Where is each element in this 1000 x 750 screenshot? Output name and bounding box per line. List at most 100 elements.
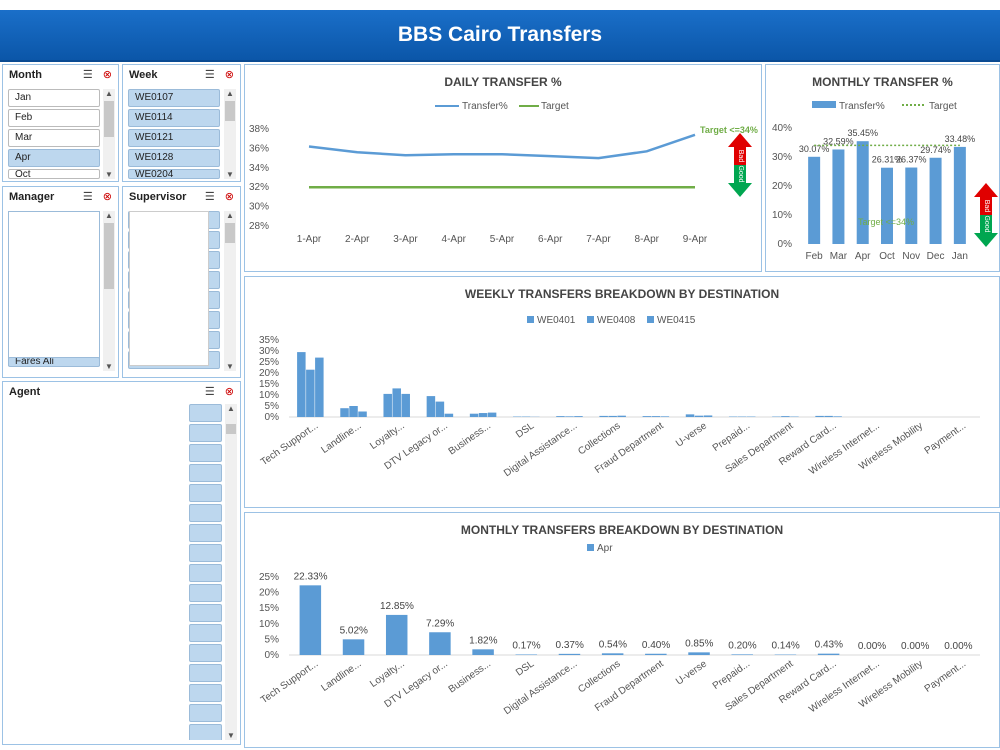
target-annotation: Target <=34%: [858, 217, 914, 227]
week-item[interactable]: WE0121: [128, 129, 220, 147]
clear-filter-icon[interactable]: ⊗: [102, 69, 112, 81]
multi-select-icon[interactable]: ☰: [204, 191, 215, 203]
multi-select-icon[interactable]: ☰: [82, 191, 93, 203]
monthly-bar: [832, 149, 845, 244]
manager-list[interactable]: [8, 211, 100, 366]
multi-select-icon[interactable]: ☰: [82, 69, 93, 81]
monthly-chart-svg: 0% 10% 20% 30% 40% Transfer% Target 30.07% Feb 32…: [772, 101, 998, 262]
breakdown-bar: [297, 352, 306, 417]
x-tick-label: Dec: [927, 251, 945, 262]
y-tick-label: 5%: [265, 401, 280, 412]
agent-item[interactable]: [189, 464, 222, 482]
breakdown-bar: [472, 649, 494, 655]
week-item[interactable]: WE0107: [128, 89, 220, 107]
y-tick-label: 10%: [259, 619, 279, 630]
x-tick-label: 5-Apr: [490, 234, 515, 245]
agent-item[interactable]: [189, 524, 222, 542]
month-item-mar[interactable]: Mar: [8, 129, 100, 147]
month-item-oct[interactable]: Oct: [8, 169, 100, 179]
agent-item[interactable]: [189, 504, 222, 522]
x-tick-label: Wireless Internet...: [807, 658, 882, 715]
x-tick-label: 3-Apr: [393, 234, 418, 245]
clear-filter-icon[interactable]: ⊗: [102, 191, 112, 203]
agent-item[interactable]: [189, 584, 222, 602]
breakdown-bar: [608, 415, 617, 417]
breakdown-bar: [392, 388, 401, 417]
agent-item[interactable]: [189, 704, 222, 722]
agent-item[interactable]: [189, 544, 222, 562]
manager-scrollbar[interactable]: ▲ ▼: [103, 211, 115, 371]
monthly-bar: [929, 157, 942, 244]
breakdown-bar: [385, 614, 408, 655]
agent-list[interactable]: [8, 404, 223, 740]
agent-item[interactable]: [189, 664, 222, 682]
week-item[interactable]: WE0128: [128, 149, 220, 167]
breakdown-bar: [401, 393, 410, 417]
agent-item[interactable]: [189, 644, 222, 662]
monthly-breakdown-svg: 0% 5% 10% 15% 20% 25% Apr 22.33% Tech Support...…: [259, 543, 980, 717]
breakdown-bar: [645, 653, 667, 655]
y-tick-label: 32%: [249, 182, 269, 193]
x-tick-label: 4-Apr: [442, 234, 467, 245]
daily-chart-svg: 28% 30% 32% 34% 36% 38% 1-Apr 2-Apr 3-Apr 4-Apr 5-…: [249, 101, 758, 245]
week-item[interactable]: WE0114: [128, 109, 220, 127]
y-tick-label: 36%: [249, 143, 269, 154]
agent-item[interactable]: [189, 624, 222, 642]
breakdown-bar: [565, 416, 574, 417]
manager-item[interactable]: Fares Ali: [8, 357, 100, 367]
monthly-bar: [808, 156, 821, 244]
agent-item[interactable]: [189, 564, 222, 582]
week-scrollbar[interactable]: ▲ ▼: [224, 89, 236, 179]
y-tick-label: 0%: [265, 412, 280, 423]
breakdown-bar: [349, 406, 358, 417]
agent-item[interactable]: [189, 684, 222, 702]
y-tick-label: 20%: [259, 368, 279, 379]
y-tick-label: 10%: [259, 390, 279, 401]
multi-select-icon[interactable]: ☰: [204, 386, 215, 398]
breakdown-bar: [444, 413, 454, 417]
bad-arrow-head-icon: [974, 183, 998, 197]
legend-transfer-label: Transfer%: [839, 101, 885, 112]
month-item-jan[interactable]: Jan: [8, 89, 100, 107]
legend-swatch: [647, 316, 654, 323]
agent-slicer-title: Agent: [9, 386, 41, 398]
x-tick-label: Tech Support...: [259, 420, 320, 468]
y-tick-label: 15%: [259, 379, 279, 390]
clear-filter-icon[interactable]: ⊗: [224, 69, 234, 81]
month-item-apr[interactable]: Apr: [8, 149, 100, 167]
multi-select-icon[interactable]: ☰: [204, 69, 215, 81]
month-item-feb[interactable]: Feb: [8, 109, 100, 127]
x-tick-label: Business...: [447, 420, 493, 457]
y-tick-label: 30%: [772, 152, 792, 163]
agent-item[interactable]: [189, 484, 222, 502]
bar-data-label: 0.17%: [512, 640, 540, 651]
x-tick-label: 1-Apr: [297, 234, 322, 245]
x-tick-label: Payment...: [923, 420, 968, 456]
week-item[interactable]: WE0204: [128, 169, 220, 179]
month-scrollbar[interactable]: ▲ ▼: [103, 89, 115, 179]
monthly-chart-title: MONTHLY TRANSFER %: [812, 75, 953, 89]
bar-data-label: 1.82%: [469, 635, 497, 646]
agent-item[interactable]: [189, 404, 222, 422]
supervisor-scrollbar[interactable]: ▲ ▼: [224, 211, 236, 371]
breakdown-bar: [487, 412, 497, 417]
agent-item[interactable]: [189, 604, 222, 622]
target-annotation: Target <=34%: [700, 125, 758, 135]
agent-item[interactable]: [189, 424, 222, 442]
breakdown-bar: [660, 416, 670, 417]
agent-scrollbar[interactable]: ▲ ▼: [225, 404, 237, 740]
legend-target-label: Target: [929, 101, 957, 112]
x-tick-label: Loyalty...: [368, 420, 406, 452]
breakdown-bar: [515, 654, 538, 655]
x-tick-label: Feb: [806, 251, 824, 262]
breakdown-bar: [340, 408, 349, 417]
agent-item[interactable]: [189, 724, 222, 740]
breakdown-bar: [617, 415, 626, 417]
bar-data-label: 29.74%: [920, 145, 951, 155]
agent-item[interactable]: [189, 444, 222, 462]
x-tick-label: 2-Apr: [345, 234, 370, 245]
monthly-bar: [881, 167, 893, 244]
clear-filter-icon[interactable]: ⊗: [224, 386, 234, 398]
clear-filter-icon[interactable]: ⊗: [224, 191, 234, 203]
breakdown-bar: [824, 415, 833, 417]
